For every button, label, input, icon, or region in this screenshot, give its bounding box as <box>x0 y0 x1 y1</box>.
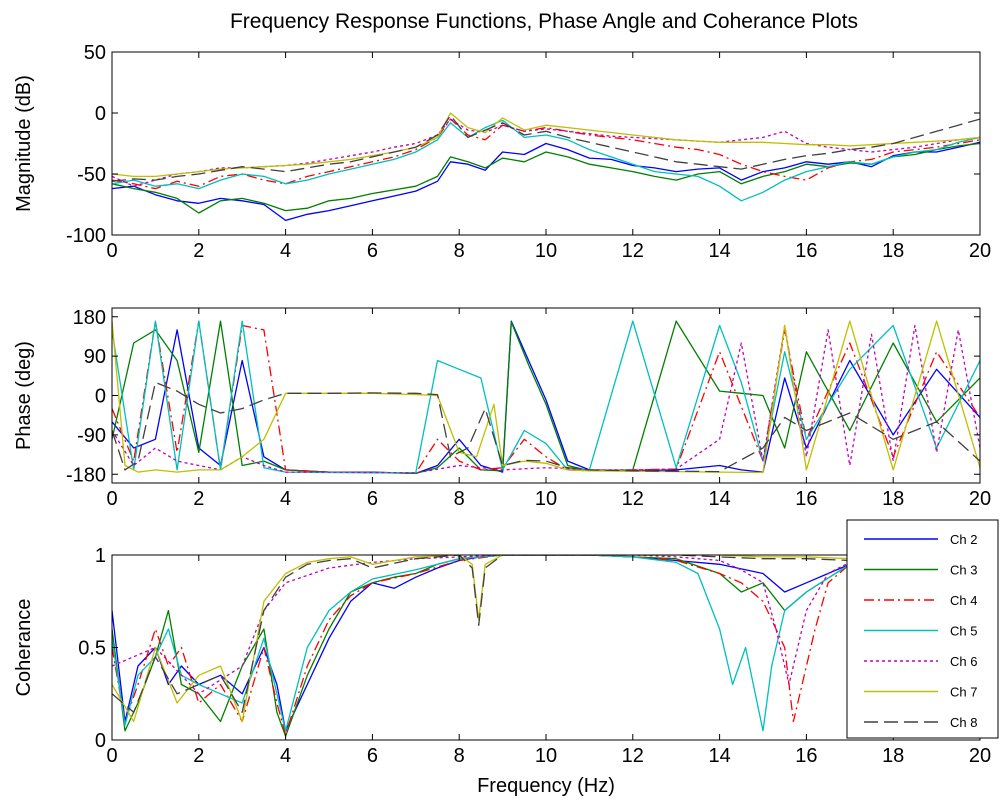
phase-xtick-label: 2 <box>193 488 204 510</box>
coherance-xtick-label: 14 <box>708 745 730 767</box>
magnitude-series-ch-5 <box>112 119 980 202</box>
coherance-xlabel: Frequency (Hz) <box>477 775 615 797</box>
phase-xtick-label: 8 <box>454 488 465 510</box>
magnitude-xtick-label: 2 <box>193 240 204 262</box>
phase-xtick-label: 4 <box>280 488 291 510</box>
magnitude-xtick-label: 20 <box>969 240 991 262</box>
coherance-xtick-label: 2 <box>193 745 204 767</box>
magnitude-xtick-label: 10 <box>535 240 557 262</box>
legend-box <box>846 519 999 739</box>
coherance-xtick-label: 8 <box>454 745 465 767</box>
phase-xtick-label: 10 <box>535 488 557 510</box>
coherance-series-ch-8 <box>112 555 850 713</box>
coherance-xtick-label: 10 <box>535 745 557 767</box>
magnitude-ylabel: Magnitude (dB) <box>13 75 35 212</box>
phase-ytick-label: 180 <box>73 307 106 329</box>
coherance-xtick-label: 4 <box>280 745 291 767</box>
magnitude-plot: 0 2 4 6 8 10 12 14 16 18 20 -100 -50 0 50 Magnitude (dB… <box>13 42 991 262</box>
phase-ylabel: Phase (deg) <box>13 341 35 450</box>
coherance-series-ch-2 <box>112 555 851 732</box>
magnitude-ytick-label: 50 <box>84 42 106 64</box>
phase-series-ch-3 <box>112 320 980 475</box>
magnitude-xtick-label: 12 <box>622 240 644 262</box>
coherance-series-ch-6 <box>112 555 851 695</box>
coherance-plot: 0 2 4 6 8 10 12 14 16 18 20 0 0.5 1 Coherance Frequency… <box>13 545 991 797</box>
legend-label: Ch 7 <box>950 685 977 700</box>
figure-title: Frequency Response Functions, Phase Angl… <box>230 10 858 33</box>
coherance-xtick-label: 6 <box>367 745 378 767</box>
coherance-series-group <box>112 555 851 737</box>
magnitude-series-ch-2 <box>112 141 980 222</box>
phase-series-group <box>112 320 980 475</box>
phase-ytick-label: -90 <box>77 425 106 447</box>
phase-xtick-label: 12 <box>622 488 644 510</box>
magnitude-xtick-label: 6 <box>367 240 378 262</box>
phase-ytick-label: 0 <box>95 386 106 408</box>
legend-label: Ch 6 <box>950 654 977 669</box>
magnitude-xtick-label: 16 <box>795 240 817 262</box>
magnitude-xtick-label: 18 <box>882 240 904 262</box>
coherance-ytick-label: 1 <box>95 545 106 567</box>
phase-xtick-label: 6 <box>367 488 378 510</box>
phase-xtick-label: 16 <box>795 488 817 510</box>
magnitude-series-group <box>112 112 980 222</box>
magnitude-xtick-label: 0 <box>106 240 117 262</box>
magnitude-ytick-label: -100 <box>66 225 106 247</box>
magnitude-ytick-label: 0 <box>95 103 106 125</box>
coherance-xtick-label: 0 <box>106 745 117 767</box>
phase-plot: 0 2 4 6 8 10 12 14 16 18 20 -180 -90 0 90 180 Phase (deg… <box>13 307 991 510</box>
coherance-series-ch-4 <box>112 555 851 736</box>
legend-label: Ch 5 <box>950 624 977 639</box>
coherance-series-ch-7 <box>112 555 850 723</box>
magnitude-series-ch-8 <box>112 114 980 182</box>
phase-ytick-label: -180 <box>66 464 106 486</box>
phase-ytick-label: 90 <box>84 346 106 368</box>
phase-xtick-label: 14 <box>708 488 730 510</box>
legend-label: Ch 3 <box>950 563 977 578</box>
magnitude-xtick-label: 8 <box>454 240 465 262</box>
coherance-xtick-label: 12 <box>622 745 644 767</box>
magnitude-xtick-label: 4 <box>280 240 291 262</box>
phase-series-ch-8 <box>112 381 980 473</box>
coherance-xtick-label: 20 <box>969 745 991 767</box>
magnitude-series-ch-7 <box>112 112 980 178</box>
coherance-xtick-label: 18 <box>882 745 904 767</box>
coherance-ylabel: Coherance <box>13 599 35 697</box>
legend-label: Ch 4 <box>950 593 977 608</box>
coherance-series-ch-5 <box>112 555 851 732</box>
phase-series-ch-7 <box>112 320 980 474</box>
legend-label: Ch 2 <box>950 532 977 547</box>
magnitude-xtick-label: 14 <box>708 240 730 262</box>
coherance-ytick-label: 0.5 <box>78 638 106 660</box>
magnitude-ytick-label: -50 <box>77 164 106 186</box>
phase-xtick-label: 18 <box>882 488 904 510</box>
phase-xtick-label: 0 <box>106 488 117 510</box>
magnitude-series-ch-4 <box>112 118 980 190</box>
phase-xtick-label: 20 <box>969 488 991 510</box>
legend: Ch 2 Ch 3 Ch 4 Ch 5 Ch 6 Ch 7 Ch 8 <box>846 519 999 739</box>
coherance-ytick-label: 0 <box>95 730 106 752</box>
coherance-xtick-label: 16 <box>795 745 817 767</box>
legend-label: Ch 8 <box>950 715 977 730</box>
